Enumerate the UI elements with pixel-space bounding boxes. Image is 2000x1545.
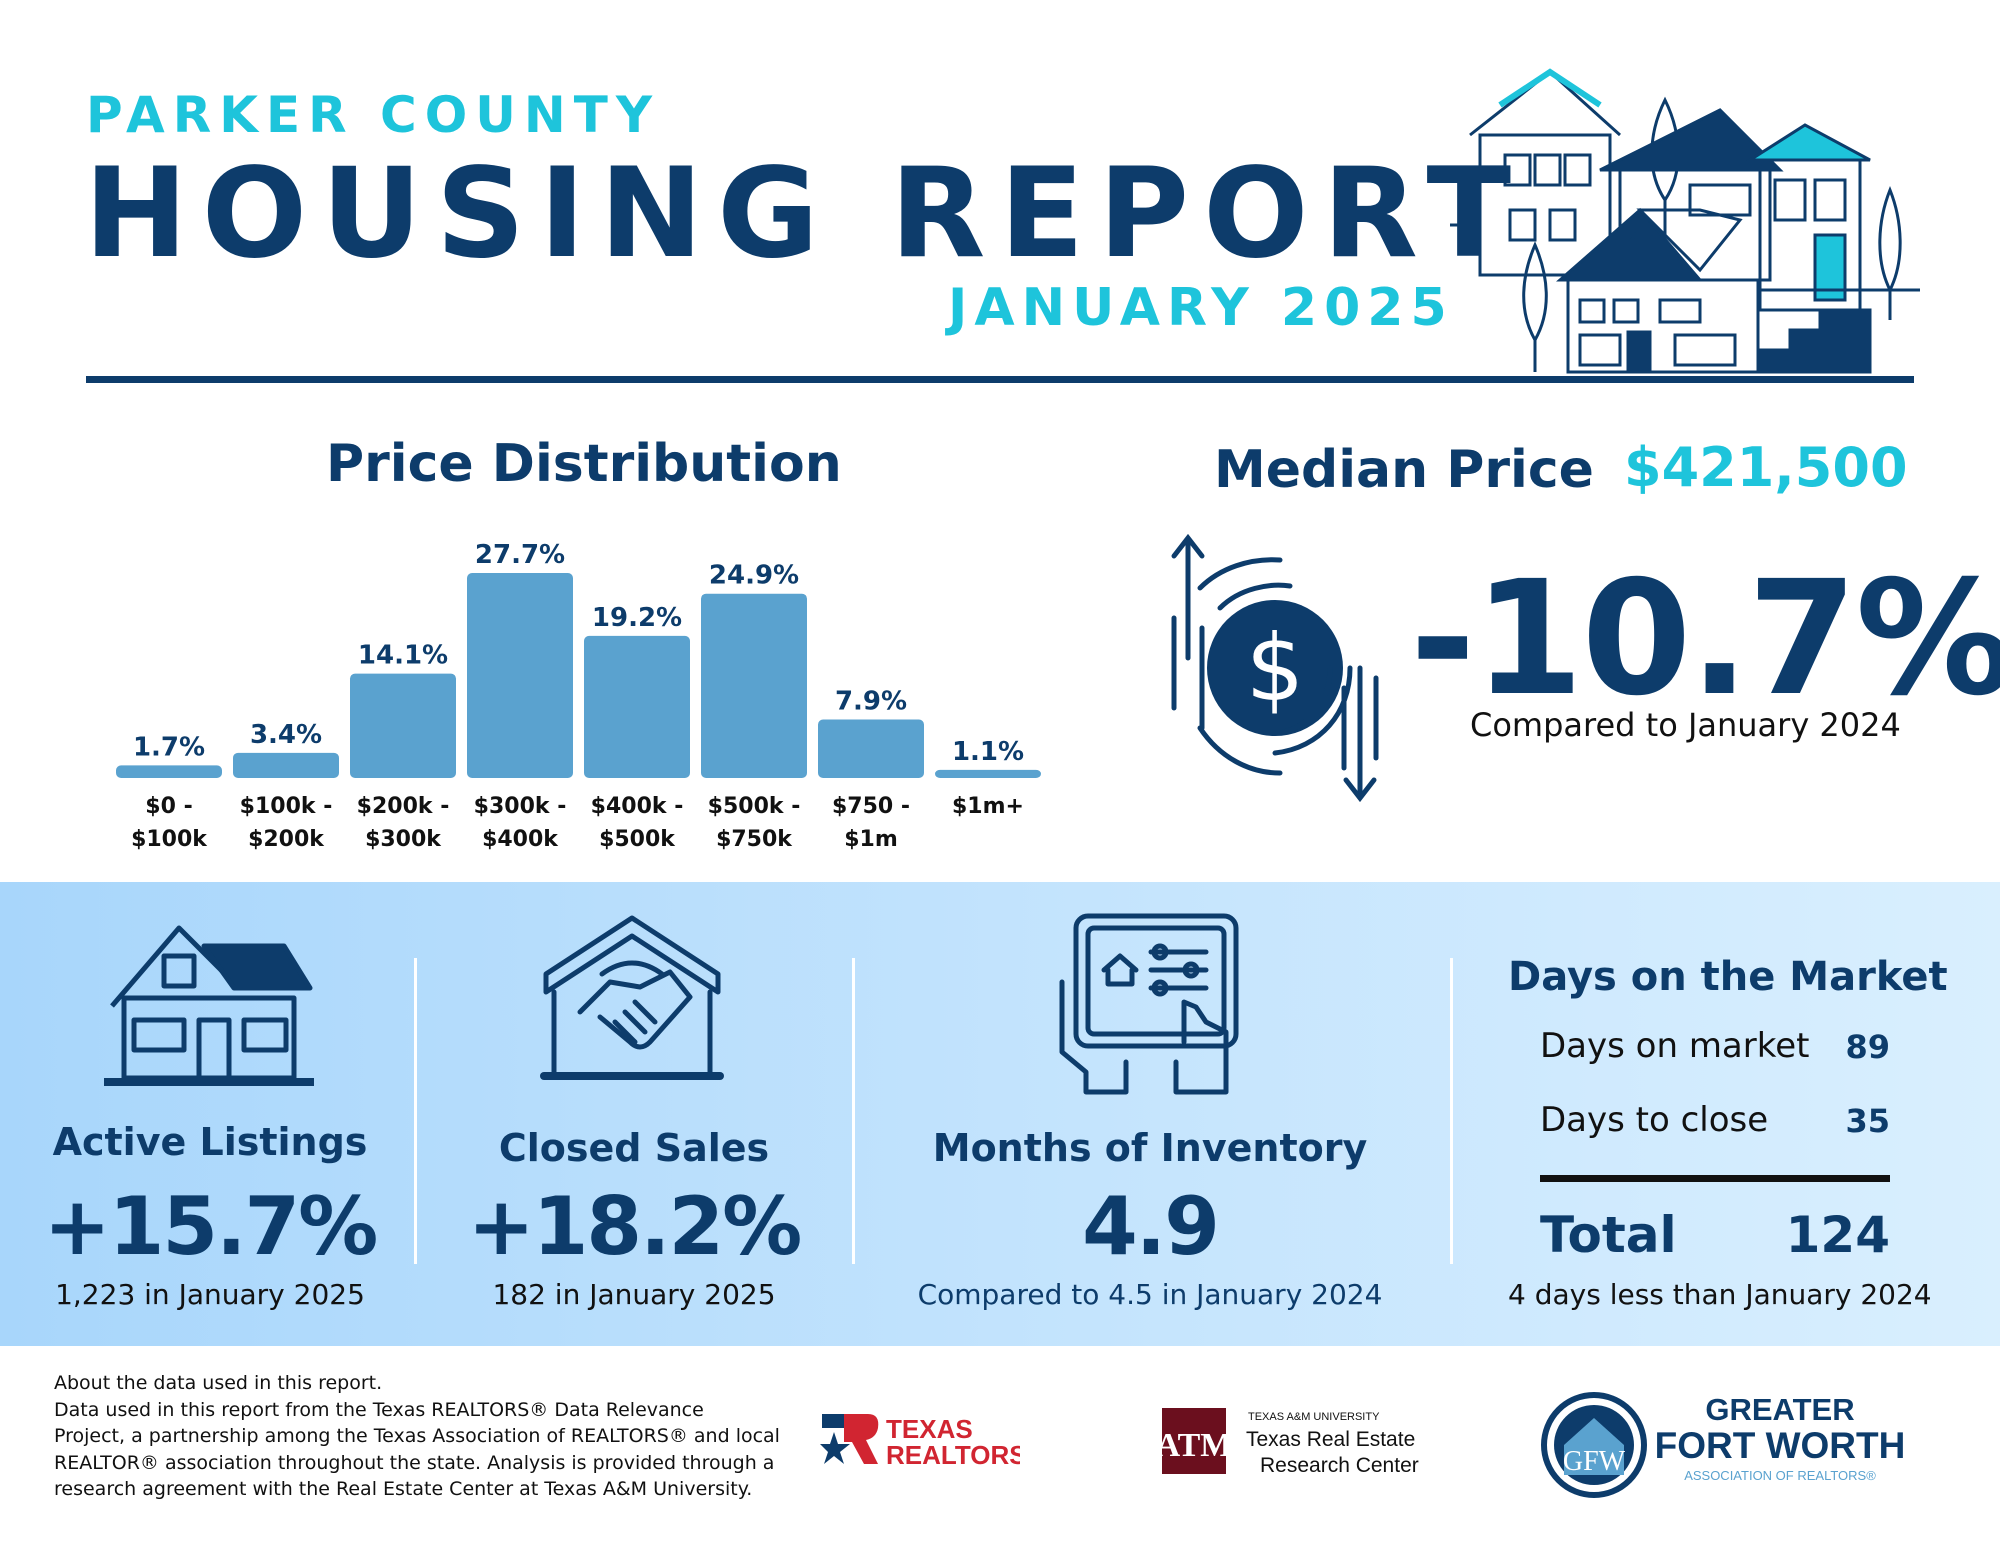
footer-line: About the data used in this report. [54, 1372, 383, 1394]
svg-text:ATM: ATM [1160, 1427, 1232, 1464]
chart-category-label: $100k - [240, 794, 333, 819]
months-inventory-value: 4.9 [1082, 1180, 1220, 1273]
median-price-compare: Compared to January 2024 [1470, 706, 1901, 744]
price-distribution-chart: 1.7% $0 - $100k 3.4% $100k - $200k 14.1% $200k … [116, 540, 1041, 852]
texas-realtors-logo: TEXAS REALTORS [820, 1414, 1020, 1470]
gfw-line1: GREATER [1705, 1392, 1854, 1427]
chart-category-label: $200k - [357, 794, 450, 819]
median-price-change: -10.7% [1410, 547, 2000, 731]
chart-value-label: 1.7% [133, 732, 205, 762]
months-inventory-note: Compared to 4.5 in January 2024 [917, 1278, 1383, 1311]
chart-category-label: $1m+ [952, 794, 1024, 819]
greater-fort-worth-logo: GFW GREATER FORT WORTH ASSOCIATION OF RE… [1541, 1392, 1906, 1498]
houses-illustration-icon [1450, 68, 1920, 374]
chart-category-label: $750 - [832, 794, 910, 819]
chart-bar [584, 635, 690, 778]
active-listings-value: +15.7% [43, 1180, 379, 1273]
days-on-market-value: 89 [1845, 1028, 1890, 1066]
closed-sales-title: Closed Sales [498, 1126, 770, 1170]
chart-category-label: $200k [248, 827, 325, 852]
chart-category-label: $300k [365, 827, 442, 852]
chart-category-label: $750k [716, 827, 793, 852]
stats-divider [1450, 958, 1453, 1264]
svg-text:$: $ [1246, 615, 1305, 722]
handshake-house-icon [540, 915, 724, 1080]
days-on-market-label: Days on market [1540, 1026, 1810, 1066]
days-total-label: Total [1540, 1206, 1677, 1264]
county-label: PARKER COUNTY [86, 86, 661, 144]
texas-realtors-line2: REALTORS [886, 1440, 1020, 1470]
report-month: JANUARY 2025 [948, 278, 1454, 338]
chart-bar [467, 573, 573, 778]
texas-realtors-line1: TEXAS [886, 1414, 973, 1444]
chart-bar [701, 593, 807, 778]
days-total-value: 124 [1785, 1206, 1890, 1264]
closed-sales-note: 182 in January 2025 [492, 1278, 776, 1311]
stats-divider [852, 958, 855, 1264]
chart-value-label: 1.1% [952, 737, 1024, 767]
days-total-divider [1540, 1175, 1890, 1182]
house-icon [104, 925, 314, 1086]
chart-category-label: $300k - [474, 794, 567, 819]
active-listings-title: Active Listings [52, 1120, 368, 1164]
chart-value-label: 3.4% [250, 720, 322, 750]
tamu-real-estate-logo: ATM TEXAS A&M UNIVERSITY Texas Real Esta… [1160, 1408, 1419, 1477]
days-on-market-title: Days on the Market [1508, 954, 1948, 1000]
median-price-label: Median Price [1214, 440, 1594, 500]
chart-category-label: $400k [482, 827, 559, 852]
chart-bar [350, 673, 456, 778]
gfw-line2: FORT WORTH [1655, 1425, 1906, 1466]
tablet-hands-icon [1059, 913, 1239, 1095]
stats-divider [414, 958, 417, 1264]
stats-band [0, 882, 2000, 1346]
chart-bar [116, 765, 222, 778]
median-price-value: $421,500 [1624, 436, 1908, 499]
footer-line: research agreement with the Real Estate … [54, 1478, 753, 1500]
days-total-note: 4 days less than January 2024 [1508, 1278, 1932, 1311]
footer-line: Project, a partnership among the Texas A… [54, 1425, 780, 1447]
svg-text:GFW: GFW [1563, 1446, 1626, 1477]
chart-bar [935, 769, 1041, 778]
chart-value-label: 7.9% [835, 687, 907, 717]
months-inventory-title: Months of Inventory [932, 1126, 1368, 1170]
chart-category-label: $1m [844, 827, 898, 852]
chart-value-label: 27.7% [475, 540, 565, 570]
header-divider [86, 376, 1914, 383]
days-to-close-value: 35 [1845, 1102, 1890, 1140]
chart-value-label: 19.2% [592, 603, 682, 633]
chart-category-label: $0 - [145, 794, 192, 819]
chart-value-label: 14.1% [358, 641, 448, 671]
report-title: HOUSING REPORT [84, 142, 1526, 286]
footer-disclaimer: About the data used in this report. Data… [54, 1370, 814, 1503]
tamu-line3: Research Center [1260, 1454, 1419, 1477]
price-distribution-title: Price Distribution [326, 434, 842, 494]
tamu-line2: Texas Real Estate [1246, 1428, 1415, 1451]
days-to-close-label: Days to close [1540, 1100, 1769, 1140]
closed-sales-value: +18.2% [467, 1180, 803, 1273]
chart-bar [233, 752, 339, 778]
tamu-line1: TEXAS A&M UNIVERSITY [1248, 1411, 1380, 1423]
chart-bar [818, 719, 924, 778]
chart-category-label: $500k [599, 827, 676, 852]
chart-value-label: 24.9% [709, 561, 799, 591]
footer-line: Data used in this report from the Texas … [54, 1398, 704, 1421]
chart-category-label: $400k - [591, 794, 684, 819]
footer-line: REALTOR® association throughout the stat… [54, 1451, 775, 1474]
chart-category-label: $500k - [708, 794, 801, 819]
dollar-cycle-icon: $ [1171, 533, 1379, 803]
active-listings-note: 1,223 in January 2025 [55, 1278, 365, 1311]
gfw-line3: ASSOCIATION OF REALTORS® [1684, 1468, 1876, 1483]
chart-category-label: $100k [131, 827, 208, 852]
